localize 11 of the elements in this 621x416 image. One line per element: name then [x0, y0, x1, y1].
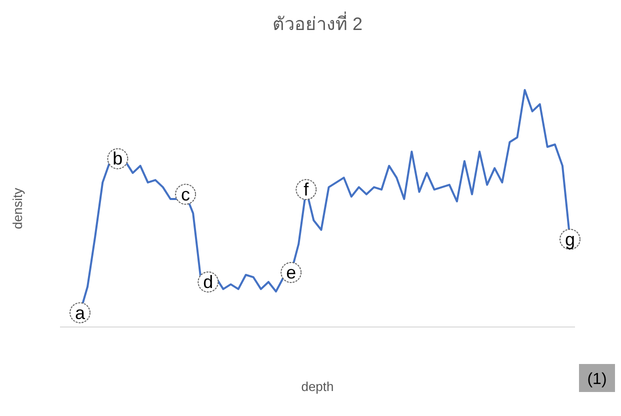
annotation: f — [304, 180, 310, 200]
annotation: c — [181, 184, 190, 204]
chart-title: ตัวอย่างที่ 2 — [272, 11, 363, 34]
y-axis-title: density — [10, 187, 25, 230]
text: (1) — [587, 371, 607, 388]
x-axis-title: depth — [301, 379, 334, 394]
annotation: d — [203, 272, 214, 292]
annotation: g — [564, 229, 576, 250]
annotation: e — [286, 262, 296, 282]
annotation: a — [74, 302, 86, 323]
annotation: b — [112, 148, 123, 169]
